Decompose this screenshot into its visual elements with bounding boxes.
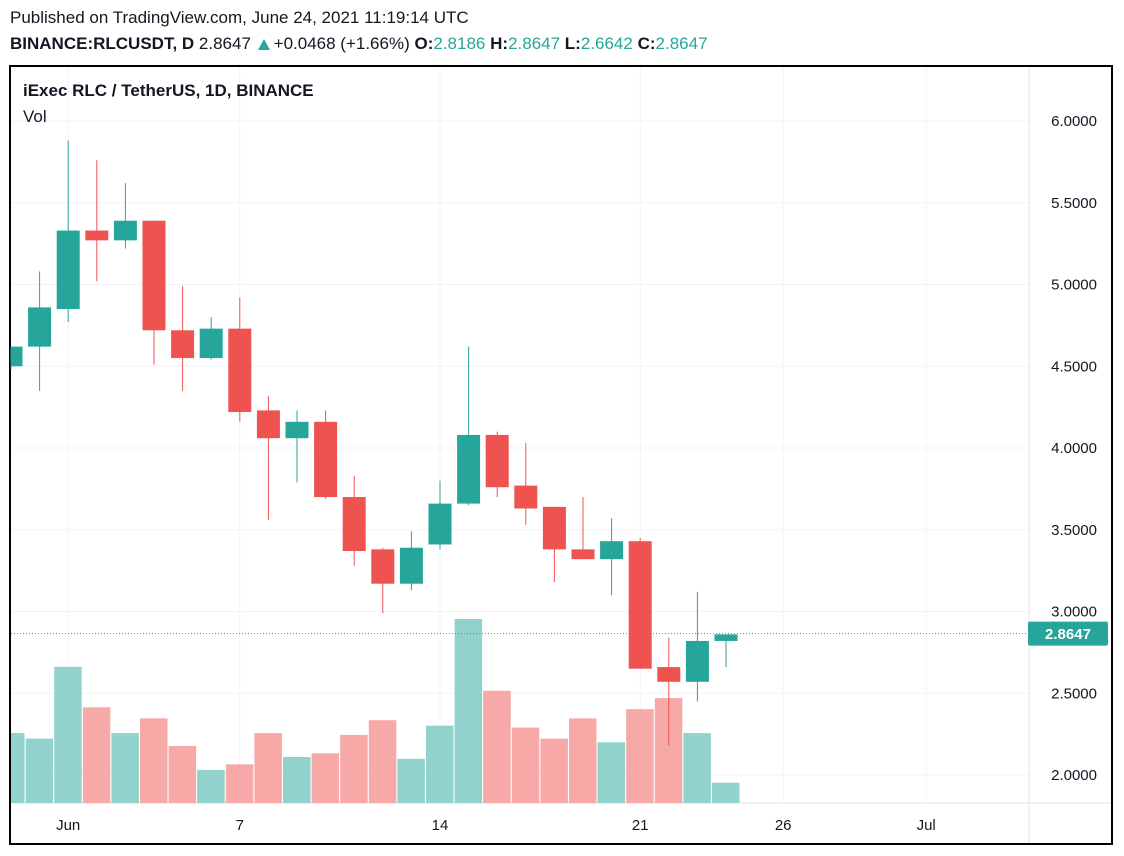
volume-bar — [712, 782, 740, 803]
close-label: C: — [637, 34, 656, 53]
candle-body — [56, 230, 80, 310]
candle-body — [171, 330, 195, 359]
volume-bar — [511, 727, 540, 803]
volume-bar — [283, 757, 311, 803]
volume-bar — [254, 733, 282, 803]
chart-legend-title: iExec RLC / TetherUS, 1D, BINANCE — [23, 81, 314, 100]
volume-bar — [597, 742, 626, 803]
time-tick-label: Jun — [56, 817, 80, 834]
symbol-label: BINANCE:RLCUSDT, D — [10, 34, 195, 53]
last-price-badge-text: 2.8647 — [1045, 626, 1091, 643]
candle-body — [371, 549, 395, 584]
close-value: 2.8647 — [655, 34, 708, 53]
candle-body — [285, 421, 309, 439]
price-tick-label: 3.0000 — [1051, 604, 1097, 621]
time-tick-label: 21 — [632, 817, 649, 834]
volume-bar — [168, 745, 197, 803]
price-tick-label: 4.5000 — [1051, 358, 1097, 375]
candle-body — [142, 220, 166, 331]
time-tick-label: 26 — [775, 817, 792, 834]
volume-bar — [340, 734, 368, 803]
low-value: 2.6642 — [580, 34, 633, 53]
candle-body — [28, 307, 52, 347]
volume-bar — [368, 720, 397, 803]
symbol-summary: BINANCE:RLCUSDT, D 2.8647 +0.0468 (+1.66… — [10, 34, 708, 54]
volume-bar — [25, 738, 54, 803]
chart-frame — [9, 65, 1113, 845]
candle-body — [399, 547, 423, 584]
volume-bar — [569, 718, 597, 803]
candle-body — [113, 220, 137, 241]
price-tick-label: 2.0000 — [1051, 767, 1097, 784]
volume-bar — [683, 733, 711, 803]
volume-bar — [426, 725, 454, 803]
volume-bar — [82, 707, 111, 803]
candle-body — [542, 506, 566, 550]
candle-body — [714, 634, 738, 641]
volume-bar — [54, 666, 82, 803]
price-tick-label: 4.0000 — [1051, 440, 1097, 457]
high-value: 2.8647 — [508, 34, 561, 53]
price-tick-label: 5.0000 — [1051, 277, 1097, 294]
candle-body — [657, 667, 681, 682]
volume-bar — [197, 769, 225, 803]
candle-body — [199, 328, 223, 359]
candle-body — [428, 503, 452, 545]
open-value: 2.8186 — [433, 34, 486, 53]
candle-body — [457, 434, 481, 504]
candle-body — [485, 434, 509, 488]
low-label: L: — [564, 34, 581, 53]
candle-body — [514, 485, 538, 509]
volume-bar — [111, 733, 139, 803]
price-tick-label: 6.0000 — [1051, 113, 1097, 130]
candle-body — [314, 421, 338, 498]
volume-bar — [483, 690, 511, 803]
published-text: Published on TradingView.com, June 24, 2… — [10, 8, 469, 27]
volume-indicator-label[interactable]: Vol — [23, 107, 47, 126]
last-price-badge — [1028, 621, 1108, 646]
price-tick-label: 2.5000 — [1051, 685, 1097, 702]
volume-bar — [540, 738, 568, 803]
candle-body — [571, 549, 595, 560]
candle-body — [628, 541, 652, 669]
time-tick-label: 7 — [236, 817, 244, 834]
price-change: +0.0468 (+1.66%) — [273, 34, 410, 53]
volume-bar — [397, 758, 425, 803]
time-tick-label: Jul — [917, 817, 936, 834]
candle-body — [342, 497, 366, 552]
price-tick-label: 3.5000 — [1051, 522, 1097, 539]
time-tick-label: 14 — [432, 817, 449, 834]
price-tick-label: 5.5000 — [1051, 195, 1097, 212]
volume-bar — [311, 753, 340, 803]
candle-body — [85, 230, 109, 241]
candle-body — [11, 346, 23, 367]
volume-bar — [626, 709, 654, 803]
candle-body — [256, 410, 280, 439]
candle-body — [685, 640, 709, 682]
last-price: 2.8647 — [198, 34, 251, 53]
candle-body — [600, 541, 624, 560]
high-label: H: — [490, 34, 509, 53]
volume-bar — [225, 764, 254, 803]
candle-body — [228, 328, 252, 413]
volume-bar — [11, 733, 25, 803]
up-triangle-icon — [257, 39, 270, 50]
open-label: O: — [414, 34, 434, 53]
volume-bar — [454, 619, 483, 803]
volume-bar — [140, 718, 168, 803]
